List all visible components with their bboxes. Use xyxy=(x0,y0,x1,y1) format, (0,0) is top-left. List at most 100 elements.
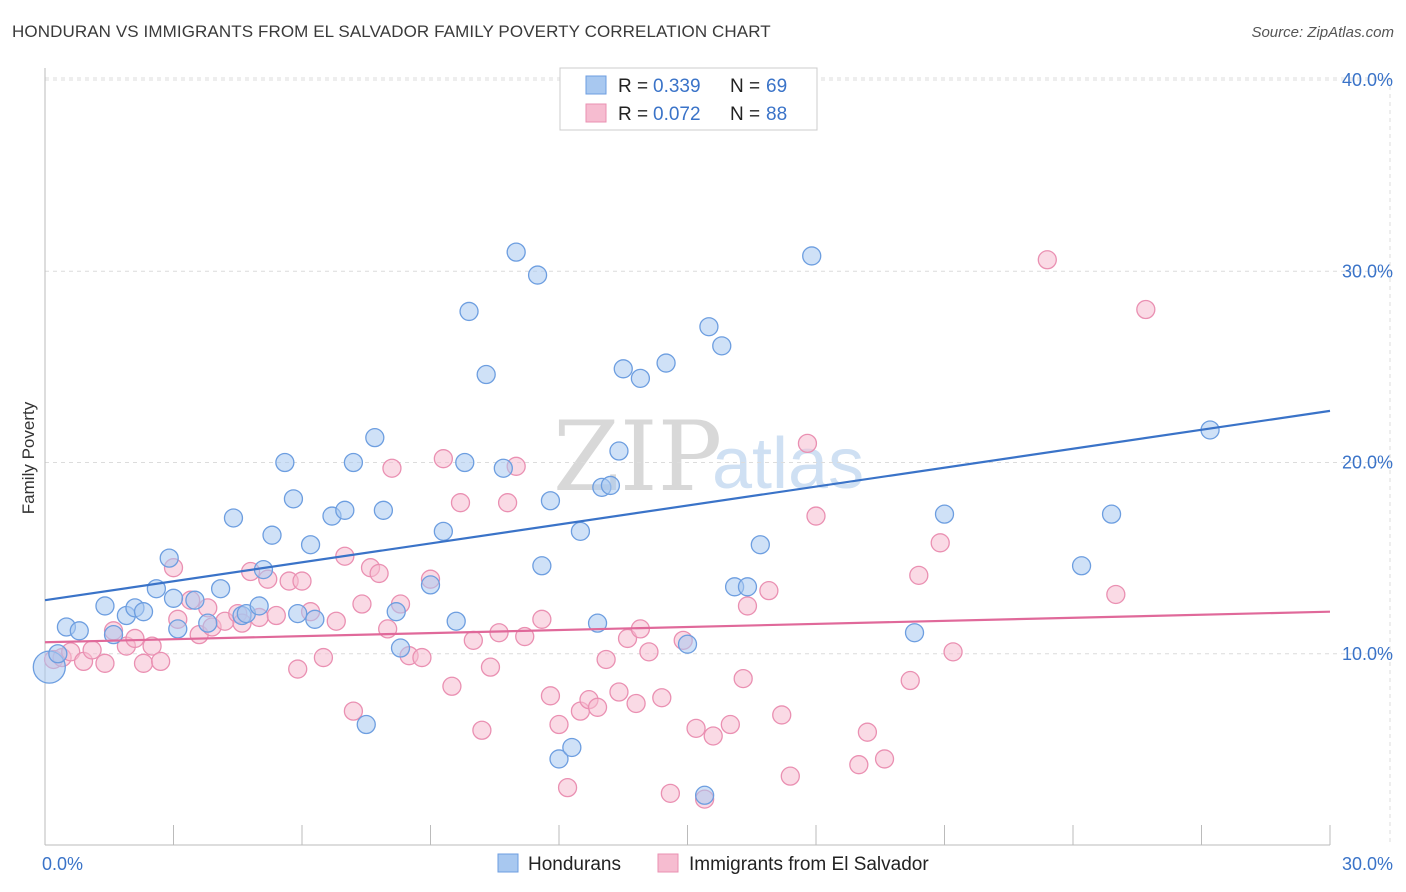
honduran-point-48 xyxy=(570,521,591,541)
x-ticks: 0.0% 30.0% xyxy=(42,825,1393,874)
chart-title: HONDURAN VS IMMIGRANTS FROM EL SALVADOR … xyxy=(12,22,771,41)
el-salvador-point-42 xyxy=(433,449,454,469)
honduran-point-55 xyxy=(656,353,676,373)
honduran-point-49 xyxy=(587,613,608,633)
el-salvador-point-68 xyxy=(686,718,706,738)
el-salvador-point-26 xyxy=(288,659,308,679)
el-salvador-point-77 xyxy=(797,433,818,454)
watermark-zip: ZIP xyxy=(553,401,722,513)
el-salvador-point-60 xyxy=(609,682,629,702)
honduran-point-36 xyxy=(433,521,454,541)
el-salvador-point-73 xyxy=(737,596,758,616)
el-salvador-point-84 xyxy=(930,533,950,553)
el-salvador-point-11 xyxy=(150,651,171,672)
honduran-point-58 xyxy=(699,317,719,337)
legend-swatch-pink xyxy=(585,103,607,123)
y-tick-label-3: 40.0% xyxy=(1342,70,1393,90)
el-salvador-point-55 xyxy=(557,777,578,798)
y-axis-label: Family Poverty xyxy=(19,401,38,514)
el-salvador-point-83 xyxy=(909,565,929,585)
honduran-point-61 xyxy=(737,577,758,597)
series-legend-swatch-blue xyxy=(497,853,519,873)
honduran-point-29 xyxy=(343,452,364,473)
honduran-point-1 xyxy=(48,644,68,664)
el-salvador-point-47 xyxy=(480,657,501,677)
honduran-point-53 xyxy=(613,359,633,379)
honduran-point-24 xyxy=(288,603,308,624)
el-salvador-point-29 xyxy=(313,647,334,668)
el-salvador-point-53 xyxy=(540,686,561,706)
honduran-point-30 xyxy=(356,714,376,735)
el-salvador-point-66 xyxy=(660,783,681,804)
x-tick-label-0: 0.0% xyxy=(42,854,83,874)
el-salvador-trend-line xyxy=(44,610,1331,644)
el-salvador-point-4 xyxy=(82,640,102,660)
el-salvador-point-37 xyxy=(382,458,402,478)
honduran-point-14 xyxy=(198,613,218,633)
el-salvador-point-52 xyxy=(532,609,552,629)
el-salvador-point-85 xyxy=(943,642,963,662)
el-salvador-point-59 xyxy=(596,649,616,670)
honduran-point-37 xyxy=(446,611,466,631)
el-salvador-point-86 xyxy=(1037,250,1057,270)
y-tick-label-1: 20.0% xyxy=(1342,453,1393,473)
honduran-point-33 xyxy=(386,602,406,622)
series-legend-swatch-pink xyxy=(657,853,679,873)
el-salvador-point-33 xyxy=(352,594,372,614)
trend-lines xyxy=(44,409,1331,644)
honduran-point-63 xyxy=(802,246,822,266)
honduran-point-67 xyxy=(1101,504,1122,524)
honduran-point-62 xyxy=(750,535,770,555)
honduran-point-4 xyxy=(95,596,115,616)
el-salvador-point-8 xyxy=(125,628,145,649)
el-salvador-point-27 xyxy=(292,571,312,591)
el-salvador-point-54 xyxy=(549,714,569,735)
el-salvador-point-24 xyxy=(266,605,286,626)
honduran-point-65 xyxy=(934,504,955,524)
el-salvador-point-71 xyxy=(720,714,740,735)
honduran-point-8 xyxy=(133,602,154,622)
honduran-point-39 xyxy=(459,301,479,322)
honduran-point-44 xyxy=(532,556,552,576)
honduran-point-35 xyxy=(420,575,441,595)
honduran-point-47 xyxy=(562,737,582,758)
el-salvador-point-65 xyxy=(652,688,672,708)
el-salvador-point-30 xyxy=(326,611,346,631)
honduran-point-38 xyxy=(455,452,475,473)
el-salvador-point-9 xyxy=(133,653,154,673)
el-salvador-point-46 xyxy=(472,720,492,740)
el-salvador-point-70 xyxy=(703,726,723,746)
el-salvador-point-78 xyxy=(806,506,826,526)
correlation-legend: R = 0.339 N = 69 R = 0.072 N = 88 xyxy=(559,67,818,131)
el-salvador-point-82 xyxy=(900,670,920,691)
el-salvador-point-44 xyxy=(450,493,471,513)
honduran-point-23 xyxy=(283,489,304,509)
honduran-point-46 xyxy=(549,749,569,769)
el-salvador-point-40 xyxy=(412,647,432,668)
legend-r-label-2: R = xyxy=(618,104,648,125)
honduran-point-51 xyxy=(600,475,621,496)
legend-r-label-1: R = xyxy=(618,76,648,97)
legend-n-value-1: 69 xyxy=(766,76,787,97)
honduran-point-28 xyxy=(335,500,355,520)
el-salvador-point-74 xyxy=(759,580,779,601)
x-tick-label-1: 30.0% xyxy=(1342,854,1393,874)
el-salvador-point-64 xyxy=(639,642,659,662)
honduran-point-64 xyxy=(904,623,925,643)
el-salvador-point-58 xyxy=(587,697,608,717)
honduran-point-59 xyxy=(712,336,732,356)
el-salvador-point-49 xyxy=(497,493,518,513)
honduran-point-15 xyxy=(210,579,231,599)
honduran-point-42 xyxy=(506,242,526,262)
honduran-point-19 xyxy=(249,596,269,616)
legend-r-value-1: 0.339 xyxy=(653,76,701,97)
el-salvador-point-45 xyxy=(463,630,483,651)
honduran-point-54 xyxy=(630,368,651,389)
honduran-point-13 xyxy=(185,590,205,610)
honduran-point-31 xyxy=(365,427,385,448)
el-salvador-point-5 xyxy=(95,653,115,673)
hondurans-trend-line xyxy=(44,409,1331,602)
el-salvador-point-76 xyxy=(780,766,800,786)
series-legend-label-el-salvador: Immigrants from El Salvador xyxy=(689,854,929,875)
